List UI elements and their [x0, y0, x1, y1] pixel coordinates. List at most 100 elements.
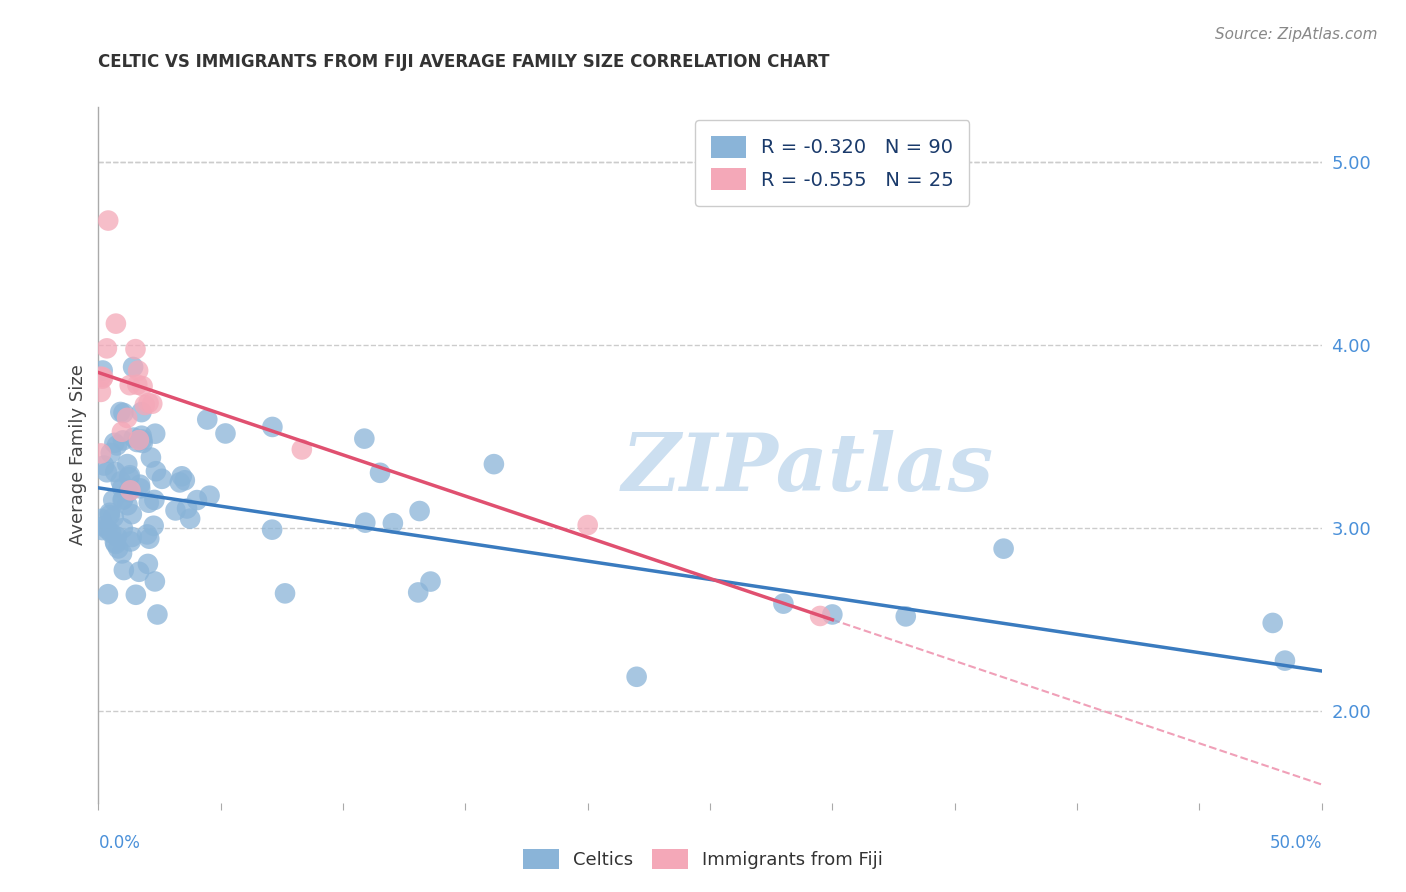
Point — [406, 585, 429, 599]
Point — [104, 317, 127, 331]
Point — [131, 405, 153, 419]
Point — [90, 446, 112, 460]
Point — [103, 510, 125, 524]
Point — [120, 534, 142, 549]
Point — [170, 469, 193, 483]
Point — [419, 574, 441, 589]
Point — [104, 537, 127, 551]
Point — [1274, 654, 1296, 668]
Point — [96, 465, 118, 479]
Point — [112, 406, 135, 420]
Point — [117, 498, 139, 512]
Point — [136, 557, 159, 571]
Point — [111, 481, 134, 495]
Point — [993, 541, 1015, 556]
Point — [262, 523, 284, 537]
Point — [262, 420, 284, 434]
Point — [111, 434, 134, 448]
Point — [97, 587, 120, 601]
Point — [97, 213, 120, 227]
Point — [408, 504, 430, 518]
Point — [91, 372, 114, 386]
Point — [482, 457, 505, 471]
Point — [198, 489, 221, 503]
Point — [91, 523, 114, 537]
Point — [143, 426, 166, 441]
Text: Source: ZipAtlas.com: Source: ZipAtlas.com — [1215, 27, 1378, 42]
Point — [118, 468, 141, 483]
Point — [110, 405, 132, 419]
Point — [96, 342, 118, 356]
Text: CELTIC VS IMMIGRANTS FROM FIJI AVERAGE FAMILY SIZE CORRELATION CHART: CELTIC VS IMMIGRANTS FROM FIJI AVERAGE F… — [98, 54, 830, 71]
Point — [90, 512, 112, 526]
Point — [131, 379, 153, 393]
Point — [93, 458, 115, 473]
Point — [104, 535, 127, 549]
Point — [165, 503, 187, 517]
Point — [176, 501, 198, 516]
Point — [96, 522, 118, 536]
Text: 50.0%: 50.0% — [1270, 834, 1322, 852]
Point — [150, 472, 173, 486]
Point — [111, 493, 134, 508]
Point — [808, 609, 831, 624]
Point — [104, 465, 127, 479]
Point — [117, 457, 139, 471]
Point — [129, 477, 152, 491]
Point — [112, 491, 135, 506]
Legend: R = -0.320   N = 90, R = -0.555   N = 25: R = -0.320 N = 90, R = -0.555 N = 25 — [695, 120, 969, 206]
Point — [214, 426, 236, 441]
Point — [105, 438, 128, 452]
Point — [105, 530, 128, 544]
Point — [118, 378, 141, 392]
Point — [127, 435, 149, 450]
Legend: Celtics, Immigrants from Fiji: Celtics, Immigrants from Fiji — [513, 839, 893, 879]
Point — [139, 450, 162, 465]
Point — [291, 442, 314, 457]
Point — [131, 433, 153, 447]
Point — [129, 482, 152, 496]
Point — [115, 410, 138, 425]
Point — [122, 359, 145, 374]
Point — [117, 485, 139, 500]
Point — [121, 530, 143, 544]
Point — [90, 384, 112, 399]
Point — [143, 574, 166, 589]
Point — [128, 433, 150, 447]
Point — [173, 473, 195, 487]
Point — [138, 496, 160, 510]
Point — [132, 436, 155, 450]
Point — [127, 363, 149, 377]
Point — [141, 397, 163, 411]
Point — [576, 518, 599, 533]
Point — [136, 527, 159, 541]
Y-axis label: Average Family Size: Average Family Size — [69, 365, 87, 545]
Point — [195, 412, 218, 426]
Point — [821, 607, 844, 622]
Point — [131, 428, 153, 442]
Point — [274, 586, 297, 600]
Point — [122, 431, 145, 445]
Text: ZIPatlas: ZIPatlas — [621, 430, 994, 508]
Point — [134, 398, 156, 412]
Point — [143, 492, 166, 507]
Point — [354, 516, 377, 530]
Point — [138, 532, 160, 546]
Point — [626, 670, 648, 684]
Point — [124, 342, 146, 356]
Point — [772, 597, 794, 611]
Point — [186, 493, 208, 508]
Point — [353, 432, 375, 446]
Point — [103, 493, 125, 508]
Point — [169, 475, 191, 490]
Point — [121, 507, 143, 521]
Point — [128, 565, 150, 579]
Point — [98, 506, 121, 520]
Point — [91, 370, 114, 384]
Point — [103, 435, 125, 450]
Point — [381, 516, 404, 531]
Point — [91, 363, 114, 377]
Point — [111, 425, 134, 439]
Point — [98, 508, 121, 522]
Point — [107, 541, 129, 556]
